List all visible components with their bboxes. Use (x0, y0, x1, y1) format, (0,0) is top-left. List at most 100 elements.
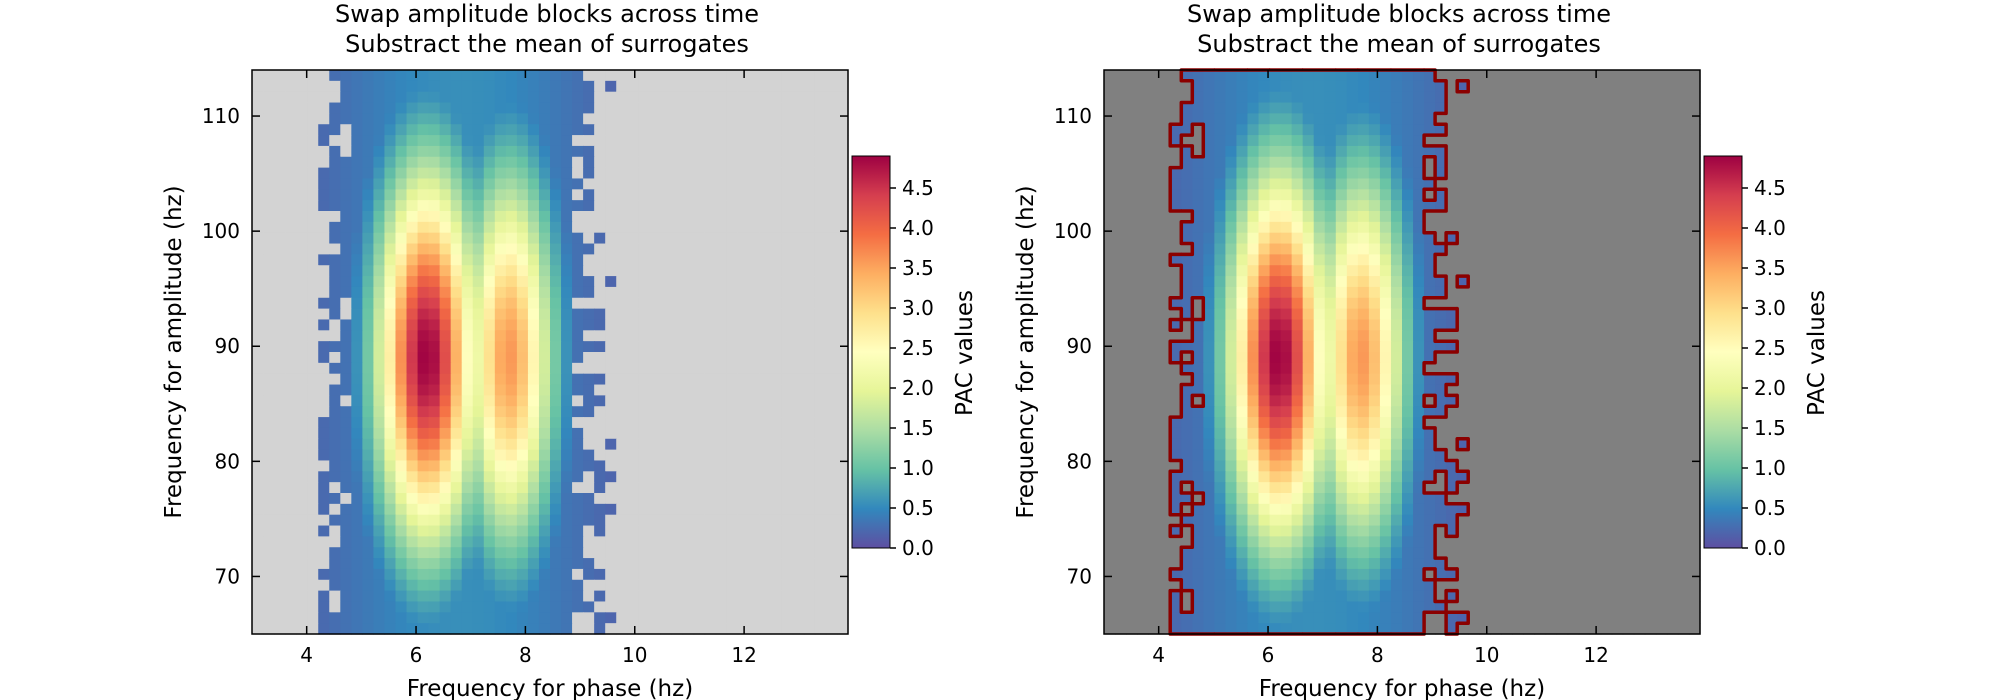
heatmap-cell (638, 265, 650, 277)
heatmap-cell (1269, 308, 1282, 321)
heatmap-cell (1203, 493, 1215, 505)
heatmap-cell (1390, 384, 1403, 396)
heatmap-cell (1655, 156, 1668, 169)
heatmap-cell (638, 189, 650, 201)
heatmap-cell (516, 482, 529, 494)
heatmap-cell (296, 200, 308, 212)
heatmap-cell (494, 449, 507, 462)
heatmap-cell (1402, 297, 1414, 310)
heatmap-cell (1346, 156, 1359, 169)
heatmap-cell (1192, 80, 1204, 93)
heatmap-cell (417, 547, 430, 559)
heatmap-cell (792, 536, 805, 548)
heatmap-cell (1159, 330, 1171, 342)
heatmap-cell (296, 558, 308, 570)
heatmap-cell (384, 319, 397, 331)
heatmap-cell (792, 558, 805, 570)
heatmap-cell (682, 547, 695, 559)
heatmap-cell (1677, 211, 1690, 223)
heatmap-cell (825, 286, 838, 299)
heatmap-cell (1368, 406, 1381, 418)
heatmap-cell (792, 200, 805, 212)
heatmap-cell (1688, 308, 1701, 321)
heatmap-cell (638, 536, 650, 548)
heatmap-cell (263, 70, 275, 82)
heatmap-cell (1346, 471, 1359, 483)
heatmap-cell (285, 70, 297, 82)
heatmap-cell (1115, 189, 1127, 201)
heatmap-cell (1655, 70, 1668, 82)
heatmap-cell (1247, 189, 1260, 201)
heatmap-cell (1302, 460, 1315, 472)
heatmap-cell (781, 590, 794, 603)
heatmap-cell (1170, 395, 1182, 407)
heatmap-cell (472, 601, 485, 613)
heatmap-cell (825, 352, 838, 364)
heatmap-cell (1390, 265, 1403, 277)
heatmap-cell (395, 308, 408, 321)
heatmap-cell (307, 395, 319, 407)
heatmap-cell (1170, 449, 1182, 462)
heatmap-cell (1468, 330, 1480, 342)
heatmap-cell (1589, 243, 1602, 255)
heatmap-cell (594, 362, 606, 375)
heatmap-cell (1192, 156, 1204, 169)
heatmap-cell (1137, 362, 1149, 375)
heatmap-cell (1324, 135, 1337, 147)
heatmap-cell (572, 590, 584, 603)
heatmap-cell (682, 373, 695, 386)
heatmap-cell (461, 406, 474, 418)
heatmap-cell (550, 406, 562, 418)
heatmap-cell (572, 243, 584, 255)
heatmap-cell (836, 471, 849, 483)
heatmap-cell (538, 243, 551, 255)
heatmap-cell (1258, 102, 1271, 114)
heatmap-cell (483, 330, 496, 342)
heatmap-cell (726, 352, 739, 364)
heatmap-cell (605, 514, 617, 527)
heatmap-cell (1413, 384, 1425, 396)
heatmap-cell (1159, 395, 1171, 407)
heatmap-cell (538, 449, 551, 462)
heatmap-cell (1115, 221, 1127, 234)
heatmap-cell (726, 612, 739, 624)
heatmap-cell (759, 265, 772, 277)
heatmap-cell (1413, 124, 1425, 136)
heatmap-cell (1600, 276, 1613, 288)
heatmap-cell (1346, 243, 1359, 255)
heatmap-cell (1346, 286, 1359, 299)
heatmap-cell (428, 80, 441, 93)
heatmap-cell (1181, 167, 1193, 180)
heatmap-cell (561, 373, 573, 386)
heatmap-cell (1203, 145, 1215, 158)
heatmap-cell (693, 286, 706, 299)
heatmap-cell (494, 308, 507, 321)
heatmap-cell (461, 70, 474, 82)
heatmap-cell (649, 319, 661, 331)
heatmap-cell (1247, 232, 1260, 245)
heatmap-cell (1545, 232, 1558, 245)
heatmap-cell (329, 612, 341, 624)
heatmap-cell (1611, 362, 1624, 375)
heatmap-cell (561, 601, 573, 613)
heatmap-cell (1413, 417, 1425, 429)
heatmap-cell (1247, 417, 1260, 429)
heatmap-cell (1534, 373, 1547, 386)
heatmap-cell (594, 70, 606, 82)
heatmap-cell (1181, 373, 1193, 386)
heatmap-cell (472, 558, 485, 570)
heatmap-cell (1170, 427, 1182, 440)
heatmap-cell (1368, 276, 1381, 288)
heatmap-cell (572, 319, 584, 331)
heatmap-cell (1479, 341, 1491, 353)
heatmap-cell (1534, 221, 1547, 234)
heatmap-cell (1203, 286, 1215, 299)
heatmap-cell (814, 308, 827, 321)
heatmap-cell (1501, 297, 1513, 310)
heatmap-cell (406, 167, 419, 180)
heatmap-cell (1203, 352, 1215, 364)
heatmap-cell (682, 471, 695, 483)
heatmap-cell (461, 362, 474, 375)
heatmap-cell (340, 145, 352, 158)
heatmap-cell (1534, 211, 1547, 223)
